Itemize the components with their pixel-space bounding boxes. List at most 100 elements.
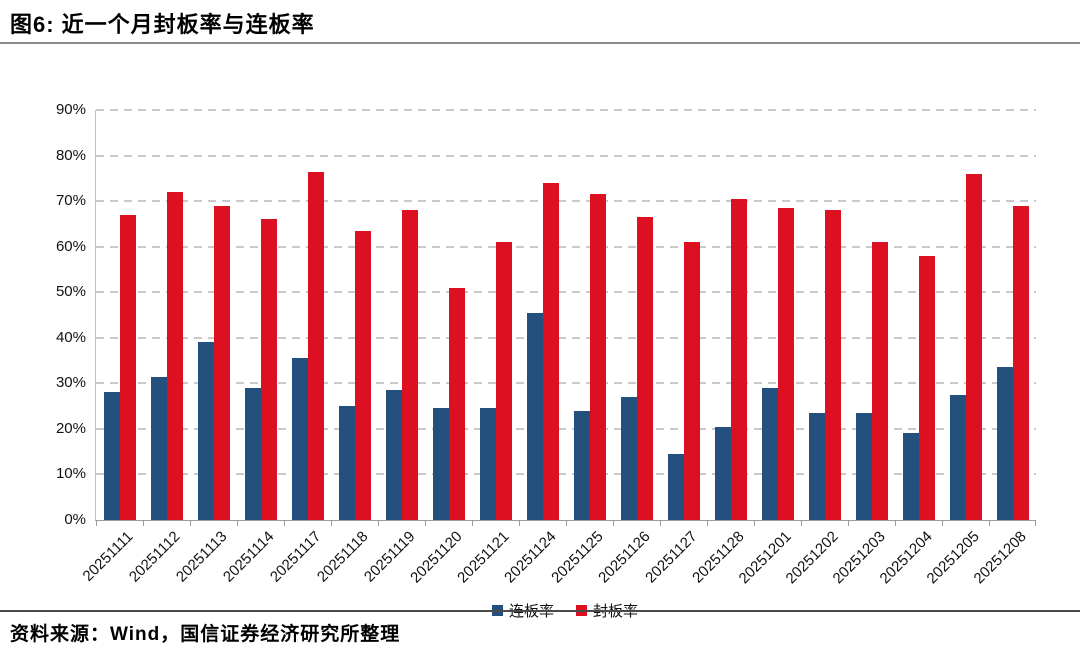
bar-consecutive-limit-rate [620,397,637,520]
x-axis-tick [237,521,238,526]
source-note: 资料来源：Wind，国信证券经济研究所整理 [10,624,401,645]
bar-consecutive-limit-rate [714,426,731,520]
bar-group-20251121 [472,110,519,520]
bar-consecutive-limit-rate [244,387,261,520]
x-axis-tick [801,521,802,526]
bar-consecutive-limit-rate [996,367,1013,520]
bar-consecutive-limit-rate [667,453,684,520]
y-tick-label: 10% [55,465,86,483]
bar-seal-rate [1012,205,1029,520]
bar-seal-rate [918,255,935,520]
bar-group-20251126 [613,110,660,520]
x-axis-tick [660,521,661,526]
bar-consecutive-limit-rate [197,342,214,520]
bar-chart: 0% 10% 20% 30% 40% 50% 60% 70% 80% 90% 20251111 20… [0,44,1080,620]
y-tick-label: 40% [55,328,86,346]
title-divider [0,42,1080,44]
gridline-90% [96,109,1036,111]
x-axis-tick [425,521,426,526]
gridline-60% [96,245,1036,248]
y-tick-label: 70% [55,192,86,210]
bar-seal-rate [213,205,230,520]
x-axis-tick [754,521,755,526]
bar-seal-rate [589,194,606,520]
bar-consecutive-limit-rate [526,312,543,520]
bar-group-20251117 [284,110,331,520]
bar-consecutive-limit-rate [385,390,402,520]
bar-consecutive-limit-rate [808,412,825,520]
x-axis-tick [519,521,520,526]
bar-consecutive-limit-rate [103,392,120,520]
x-axis-tick [848,521,849,526]
x-tick-label-20251118: 20251118 [313,528,372,586]
bar-consecutive-limit-rate [432,408,449,520]
bar-group-20251114 [237,110,284,520]
bar-group-20251125 [566,110,613,520]
bar-consecutive-limit-rate [761,387,778,520]
bar-consecutive-limit-rate [902,433,919,520]
bar-consecutive-limit-rate [479,408,496,520]
figure-title: 图6: 近一个月封板率与连板率 [10,12,315,37]
x-axis-tick [284,521,285,526]
gridline-80% [96,154,1036,157]
chart-plot-area [95,109,1036,526]
footer-divider [0,610,1080,612]
bar-group-20251112 [143,110,190,520]
bar-group-20251201 [754,110,801,520]
bar-seal-rate [824,210,841,520]
y-tick-label: 80% [55,146,86,164]
bar-group-20251111 [96,110,143,520]
bar-consecutive-limit-rate [573,410,590,520]
bar-seal-rate [871,242,888,520]
y-tick-label: 20% [55,419,86,437]
bar-seal-rate [636,217,653,520]
y-tick-label: 30% [55,374,86,392]
x-axis-tick [378,521,379,526]
bar-seal-rate [166,192,183,520]
x-axis-tick [613,521,614,526]
x-tick-label-20251113: 20251113 [172,528,231,586]
y-tick-label: 60% [55,237,86,255]
bar-consecutive-limit-rate [150,376,167,520]
bar-consecutive-limit-rate [949,394,966,520]
y-tick-label: 0% [64,511,86,528]
x-axis-tick [331,521,332,526]
x-axis-tick [895,521,896,526]
x-axis-tick [707,521,708,526]
gridline-30% [96,382,1036,385]
x-tick-label-20251112: 20251112 [125,528,184,586]
gridline-40% [96,336,1036,339]
y-tick-label: 90% [55,101,86,118]
bar-consecutive-limit-rate [855,412,872,520]
bar-group-20251118 [331,110,378,520]
x-axis-tick [472,521,473,526]
gridline-70% [96,200,1036,203]
bar-group-20251208 [989,110,1036,520]
x-tick-label-20251114: 20251114 [219,528,278,586]
bar-consecutive-limit-rate [291,358,308,520]
x-axis-tick [143,521,144,526]
bar-group-20251202 [801,110,848,520]
x-axis-tick [566,521,567,526]
x-axis-tick [96,521,97,526]
bar-seal-rate [354,230,371,520]
gridline-20% [96,427,1036,430]
bar-group-20251204 [895,110,942,520]
x-axis-tick [989,521,990,526]
bar-seal-rate [448,287,465,520]
bar-consecutive-limit-rate [338,406,355,520]
bar-seal-rate [777,207,794,520]
bar-seal-rate [965,173,982,520]
bar-seal-rate [119,214,136,520]
bar-seal-rate [542,182,559,520]
x-axis-tick [1035,521,1036,526]
bar-seal-rate [730,198,747,520]
bar-group-20251113 [190,110,237,520]
bar-group-20251124 [519,110,566,520]
bar-group-20251119 [378,110,425,520]
bar-group-20251205 [942,110,989,520]
x-tick-label-20251117: 20251117 [266,528,325,586]
gridline-50% [96,291,1036,294]
bar-seal-rate [683,242,700,520]
bars-row [96,110,1036,520]
